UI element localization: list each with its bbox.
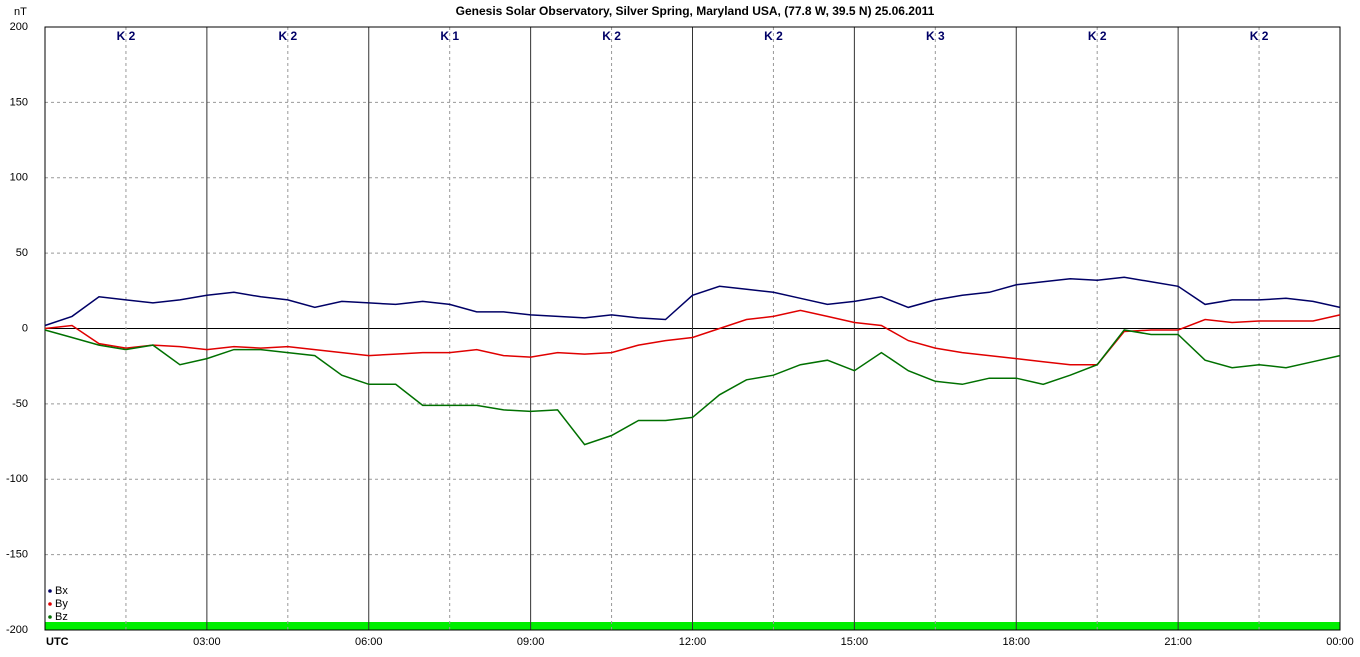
x-tick-label: UTC xyxy=(46,636,69,648)
k-index: K 2 xyxy=(117,29,136,43)
y-tick-label: -100 xyxy=(6,473,28,485)
k-index: K 2 xyxy=(1250,29,1269,43)
y-tick-label: 50 xyxy=(16,247,28,259)
chart-title: Genesis Solar Observatory, Silver Spring… xyxy=(456,4,935,18)
x-tick-label: 06:00 xyxy=(355,636,383,648)
series-line xyxy=(44,329,1341,446)
y-tick-label: 150 xyxy=(10,96,28,108)
k-index: K 2 xyxy=(278,29,297,43)
y-tick-label: 0 xyxy=(22,322,28,334)
legend-marker xyxy=(48,602,52,606)
x-tick-label: 15:00 xyxy=(841,636,869,648)
legend-marker xyxy=(48,615,52,619)
k-index: K 1 xyxy=(440,29,459,43)
x-tick-label: 03:00 xyxy=(193,636,221,648)
x-tick-label: 12:00 xyxy=(679,636,707,648)
y-tick-label: -150 xyxy=(6,549,28,561)
x-tick-label: 00:00 xyxy=(1326,636,1354,648)
legend-label: Bz xyxy=(55,611,68,623)
y-axis-label: nT xyxy=(14,6,27,18)
legend-label: Bx xyxy=(55,585,68,597)
legend-marker xyxy=(48,589,52,593)
y-tick-label: -50 xyxy=(12,398,28,410)
x-tick-label: 18:00 xyxy=(1002,636,1030,648)
x-tick-label: 21:00 xyxy=(1164,636,1192,648)
x-tick-label: 09:00 xyxy=(517,636,545,648)
y-tick-label: 100 xyxy=(10,172,28,184)
k-index: K 2 xyxy=(764,29,783,43)
legend-label: By xyxy=(55,598,68,610)
series-line xyxy=(44,309,1341,366)
k-index: K 2 xyxy=(602,29,621,43)
y-tick-label: 200 xyxy=(10,21,28,33)
series-line xyxy=(44,276,1341,327)
k-index: K 2 xyxy=(1088,29,1107,43)
k-index: K 3 xyxy=(926,29,945,43)
y-tick-label: -200 xyxy=(6,624,28,636)
